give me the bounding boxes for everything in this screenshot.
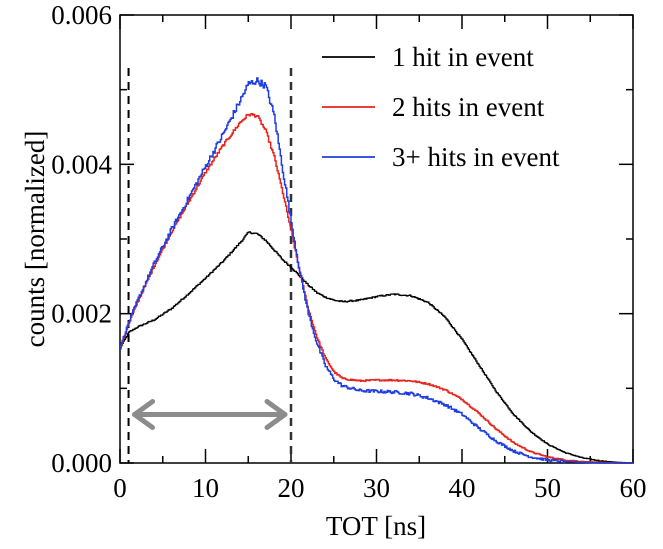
- x-axis-title: TOT [ns]: [326, 511, 426, 541]
- x-tick-label: 20: [278, 473, 305, 503]
- y-tick-label: 0.006: [51, 0, 112, 30]
- range-arrow-left-head: [132, 398, 156, 430]
- series-line-1: [120, 231, 634, 464]
- x-tick-label: 30: [363, 473, 390, 503]
- series-line-3: [120, 77, 633, 464]
- y-axis-title: counts [normalized]: [20, 131, 50, 348]
- x-tick-label: 40: [449, 473, 476, 503]
- range-arrow-right-head: [264, 398, 288, 430]
- y-tick-label: 0.000: [51, 448, 112, 478]
- plot-frame: [119, 14, 634, 464]
- legend-label: 2 hits in event: [392, 92, 545, 122]
- y-tick-label: 0.004: [51, 149, 112, 179]
- x-tick-labels: 0 10 20 30 40 50 60: [113, 473, 646, 503]
- legend-label: 1 hit in event: [392, 42, 534, 72]
- legend-label: 3+ hits in event: [392, 142, 560, 172]
- legend: 1 hit in event 2 hits in event 3+ hits in …: [322, 42, 560, 172]
- series-line-2: [120, 113, 633, 464]
- x-tick-label: 60: [620, 473, 647, 503]
- x-tick-label: 10: [192, 473, 219, 503]
- x-tick-label: 50: [534, 473, 561, 503]
- range-markers: [127, 68, 293, 463]
- series-group: [120, 77, 634, 464]
- y-tick-labels: 0.000 0.002 0.004 0.006: [51, 0, 112, 478]
- range-arrow: [132, 398, 288, 430]
- x-tick-label: 0: [113, 473, 127, 503]
- y-tick-label: 0.002: [51, 299, 112, 329]
- axis-ticks: [119, 14, 634, 464]
